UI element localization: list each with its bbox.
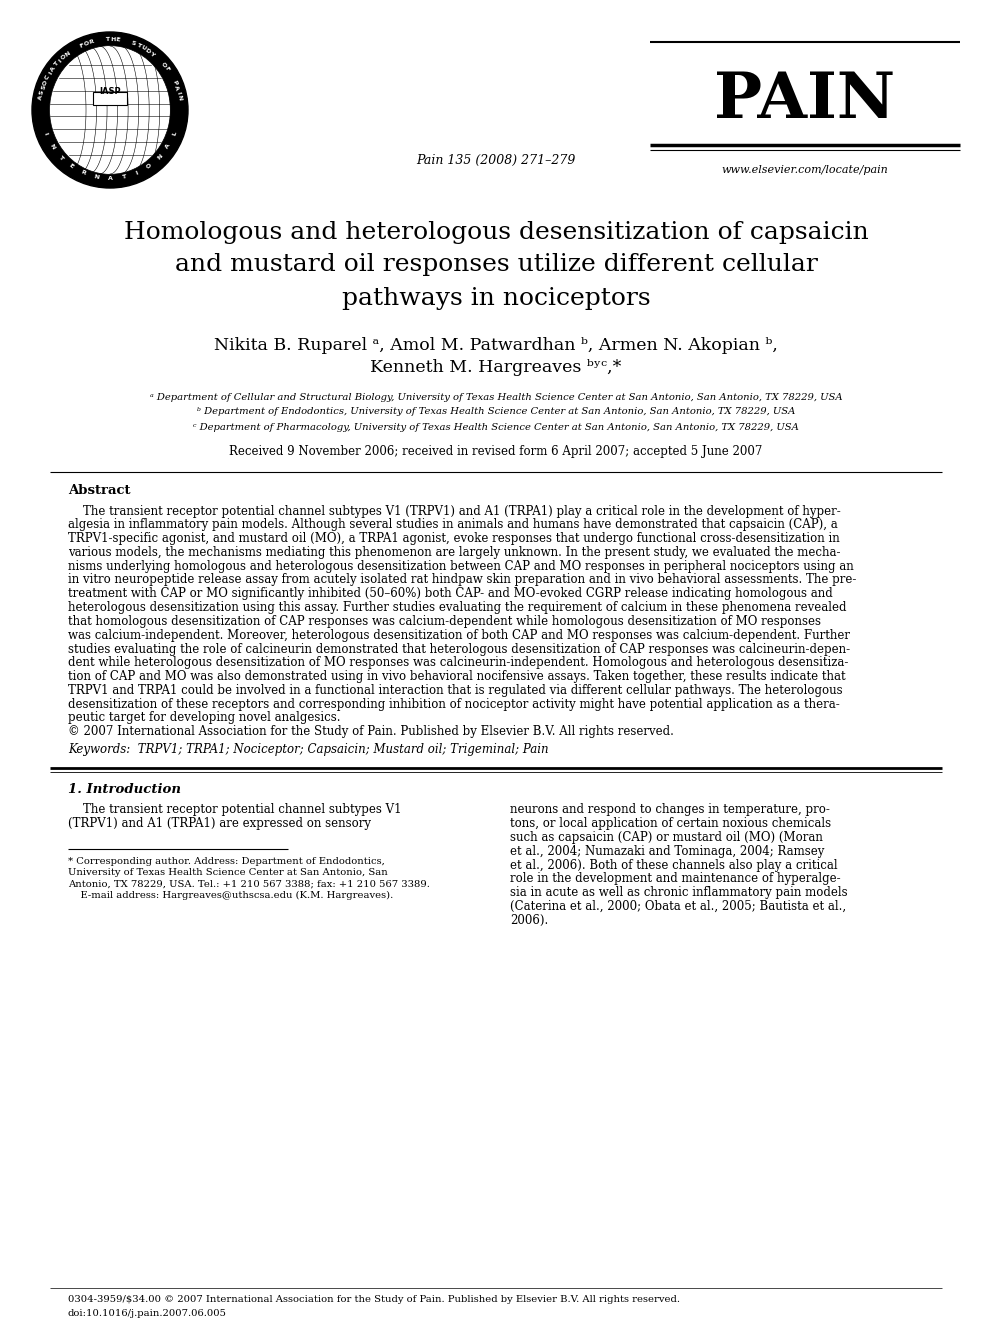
Text: TRPV1 and TRPA1 could be involved in a functional interaction that is regulated : TRPV1 and TRPA1 could be involved in a f… [68, 684, 842, 697]
Text: Keywords:  TRPV1; TRPA1; Nociceptor; Capsaicin; Mustard oil; Trigeminal; Pain: Keywords: TRPV1; TRPA1; Nociceptor; Caps… [68, 744, 549, 757]
Text: nisms underlying homologous and heterologous desensitization between CAP and MO : nisms underlying homologous and heterolo… [68, 560, 854, 573]
Text: et al., 2006). Both of these channels also play a critical: et al., 2006). Both of these channels al… [510, 859, 837, 872]
Text: Abstract: Abstract [68, 484, 131, 497]
Text: www.elsevier.com/locate/pain: www.elsevier.com/locate/pain [721, 165, 889, 175]
Text: O: O [61, 53, 67, 61]
Text: T: T [57, 153, 63, 160]
Text: sia in acute as well as chronic inflammatory pain models: sia in acute as well as chronic inflamma… [510, 886, 847, 900]
Text: S: S [41, 85, 47, 90]
Text: peutic target for developing novel analgesics.: peutic target for developing novel analg… [68, 712, 340, 725]
Text: © 2007 International Association for the Study of Pain. Published by Elsevier B.: © 2007 International Association for the… [68, 725, 674, 738]
Text: C: C [45, 74, 51, 81]
Text: O: O [160, 61, 168, 69]
Text: and mustard oil responses utilize different cellular: and mustard oil responses utilize differ… [175, 254, 817, 277]
Text: U: U [140, 45, 147, 52]
Text: R: R [79, 169, 86, 176]
Text: I: I [135, 171, 139, 176]
Text: N: N [48, 143, 56, 149]
Text: T: T [105, 37, 109, 42]
Text: treatment with CAP or MO significantly inhibited (50–60%) both CAP- and MO-evoke: treatment with CAP or MO significantly i… [68, 587, 832, 601]
Text: algesia in inflammatory pain models. Although several studies in animals and hum: algesia in inflammatory pain models. Alt… [68, 519, 838, 532]
Text: tion of CAP and MO was also demonstrated using in vivo behavioral nocifensive as: tion of CAP and MO was also demonstrated… [68, 671, 845, 683]
Text: studies evaluating the role of calcineurin demonstrated that heterologous desens: studies evaluating the role of calcineur… [68, 643, 850, 655]
Text: dent while heterologous desensitization of MO responses was calcineurin-independ: dent while heterologous desensitization … [68, 656, 848, 669]
Text: L: L [172, 131, 178, 136]
Text: N: N [64, 50, 71, 57]
Text: F: F [164, 66, 170, 71]
Text: Homologous and heterologous desensitization of capsaicin: Homologous and heterologous desensitizat… [124, 221, 868, 243]
Text: I: I [43, 131, 49, 135]
Text: role in the development and maintenance of hyperalge-: role in the development and maintenance … [510, 872, 840, 885]
Text: R: R [88, 40, 94, 45]
Text: Kenneth M. Hargreaves ᵇʸᶜ,*: Kenneth M. Hargreaves ᵇʸᶜ,* [370, 360, 622, 377]
Text: The transient receptor potential channel subtypes V1 (TRPV1) and A1 (TRPA1) play: The transient receptor potential channel… [68, 504, 841, 517]
Text: T: T [121, 175, 126, 180]
Text: A: A [38, 95, 44, 101]
Text: S: S [39, 90, 45, 95]
Text: A: A [50, 65, 57, 73]
Text: tons, or local application of certain noxious chemicals: tons, or local application of certain no… [510, 818, 831, 830]
Text: N: N [177, 95, 183, 101]
Text: N: N [93, 175, 99, 180]
Text: (Caterina et al., 2000; Obata et al., 2005; Bautista et al.,: (Caterina et al., 2000; Obata et al., 20… [510, 900, 846, 913]
Text: F: F [78, 42, 84, 49]
Text: (TRPV1) and A1 (TRPA1) are expressed on sensory: (TRPV1) and A1 (TRPA1) are expressed on … [68, 818, 371, 830]
Text: ᵇ Department of Endodontics, University of Texas Health Science Center at San An: ᵇ Department of Endodontics, University … [196, 407, 796, 417]
Text: H: H [110, 37, 115, 42]
Text: Received 9 November 2006; received in revised form 6 April 2007; accepted 5 June: Received 9 November 2006; received in re… [229, 446, 763, 459]
Text: University of Texas Health Science Center at San Antonio, San: University of Texas Health Science Cente… [68, 868, 388, 877]
Text: I: I [58, 58, 62, 64]
Text: Nikita B. Ruparel ᵃ, Amol M. Patwardhan ᵇ, Armen N. Akopian ᵇ,: Nikita B. Ruparel ᵃ, Amol M. Patwardhan … [214, 336, 778, 353]
Text: in vitro neuropeptide release assay from acutely isolated rat hindpaw skin prepa: in vitro neuropeptide release assay from… [68, 573, 856, 586]
Text: IASP: IASP [99, 87, 121, 97]
Text: ᶜ Department of Pharmacology, University of Texas Health Science Center at San A: ᶜ Department of Pharmacology, University… [193, 422, 799, 431]
Text: neurons and respond to changes in temperature, pro-: neurons and respond to changes in temper… [510, 803, 830, 816]
Text: O: O [83, 41, 90, 48]
Text: various models, the mechanisms mediating this phenomenon are largely unknown. In: various models, the mechanisms mediating… [68, 546, 840, 558]
Text: T: T [136, 42, 141, 49]
Text: I: I [176, 91, 181, 94]
Text: P: P [172, 79, 178, 86]
Text: N: N [157, 153, 164, 161]
Text: heterologous desensitization using this assay. Further studies evaluating the re: heterologous desensitization using this … [68, 601, 846, 614]
Text: that homologous desensitization of CAP responses was calcium-dependent while hom: that homologous desensitization of CAP r… [68, 615, 821, 628]
Text: et al., 2004; Numazaki and Tominaga, 2004; Ramsey: et al., 2004; Numazaki and Tominaga, 200… [510, 844, 824, 857]
Text: O: O [146, 163, 153, 169]
Text: desensitization of these receptors and corresponding inhibition of nociceptor ac: desensitization of these receptors and c… [68, 697, 840, 710]
Text: E-mail address: Hargreaves@uthscsa.edu (K.M. Hargreaves).: E-mail address: Hargreaves@uthscsa.edu (… [68, 892, 393, 901]
Text: E: E [67, 163, 73, 169]
Text: The transient receptor potential channel subtypes V1: The transient receptor potential channel… [68, 803, 402, 816]
Text: I: I [48, 71, 53, 75]
Text: 0304-3959/$34.00 © 2007 International Association for the Study of Pain. Publish: 0304-3959/$34.00 © 2007 International As… [68, 1295, 680, 1304]
Text: Pain 135 (2008) 271–279: Pain 135 (2008) 271–279 [417, 153, 575, 167]
Text: Antonio, TX 78229, USA. Tel.: +1 210 567 3388; fax: +1 210 567 3389.: Antonio, TX 78229, USA. Tel.: +1 210 567… [68, 880, 430, 889]
FancyBboxPatch shape [93, 91, 127, 105]
Ellipse shape [32, 32, 188, 188]
Text: A: A [174, 85, 180, 91]
Text: PAIN: PAIN [714, 70, 896, 131]
Text: D: D [144, 48, 151, 54]
Text: A: A [107, 176, 112, 181]
Ellipse shape [50, 46, 171, 175]
Text: doi:10.1016/j.pain.2007.06.005: doi:10.1016/j.pain.2007.06.005 [68, 1308, 227, 1318]
Text: Y: Y [149, 50, 156, 57]
Text: pathways in nociceptors: pathways in nociceptors [341, 287, 651, 310]
Text: such as capsaicin (CAP) or mustard oil (MO) (Moran: such as capsaicin (CAP) or mustard oil (… [510, 831, 823, 844]
Text: S: S [130, 41, 136, 46]
Text: A: A [165, 143, 172, 149]
Text: ᵃ Department of Cellular and Structural Biology, University of Texas Health Scie: ᵃ Department of Cellular and Structural … [150, 393, 842, 401]
Text: 1. Introduction: 1. Introduction [68, 783, 181, 796]
Text: 2006).: 2006). [510, 914, 549, 926]
Text: was calcium-independent. Moreover, heterologous desensitization of both CAP and : was calcium-independent. Moreover, heter… [68, 628, 850, 642]
Text: T: T [54, 61, 60, 67]
Text: E: E [115, 37, 120, 42]
Text: O: O [42, 79, 49, 86]
Text: TRPV1-specific agonist, and mustard oil (MO), a TRPA1 agonist, evoke responses t: TRPV1-specific agonist, and mustard oil … [68, 532, 840, 545]
Text: * Corresponding author. Address: Department of Endodontics,: * Corresponding author. Address: Departm… [68, 857, 385, 865]
